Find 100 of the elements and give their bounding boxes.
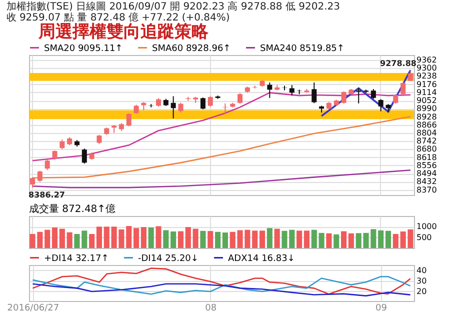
legend-label: SMA20 9095.11↑ xyxy=(44,44,123,54)
candlestick xyxy=(370,88,376,100)
x-tick-label: 09 xyxy=(375,304,388,314)
bar xyxy=(252,230,258,248)
bar xyxy=(178,231,184,248)
bar xyxy=(341,231,347,248)
bar xyxy=(274,228,280,248)
candlestick xyxy=(96,134,102,144)
bar xyxy=(104,226,110,248)
y-tick-label: 9300 xyxy=(416,64,437,73)
bar xyxy=(170,231,176,248)
bar xyxy=(222,232,228,248)
bar xyxy=(348,233,354,248)
line-series xyxy=(32,170,412,188)
bar xyxy=(311,230,317,248)
line-series xyxy=(32,283,411,296)
candlestick xyxy=(341,90,346,104)
candlestick xyxy=(222,102,228,114)
candlestick xyxy=(238,92,243,104)
y-tick-label: 30 xyxy=(416,276,427,286)
bar xyxy=(96,226,102,248)
bar xyxy=(385,230,392,248)
legend-label: +DI14 32.17↑ xyxy=(44,254,109,264)
candlestick xyxy=(289,84,294,96)
y-tick-label: 9362 xyxy=(416,55,437,64)
candlestick xyxy=(44,159,50,171)
y-tick-label: 8494 xyxy=(416,169,437,178)
candlestick xyxy=(393,94,398,104)
candlestick xyxy=(170,96,176,119)
y-tick-label: 20 xyxy=(416,286,427,296)
annotation: 9278.88 xyxy=(380,58,417,68)
bar xyxy=(334,234,340,248)
candlestick xyxy=(37,170,42,182)
y-tick-label: 9176 xyxy=(416,80,437,89)
candlestick xyxy=(408,70,413,82)
candlestick xyxy=(200,97,206,110)
y-tick-label: 9238 xyxy=(416,72,437,81)
y-tick-label: 9114 xyxy=(416,88,437,97)
candlestick xyxy=(30,176,36,188)
bar xyxy=(215,232,221,248)
y-tick-label: 8742 xyxy=(416,136,437,146)
bar xyxy=(89,234,95,248)
bar xyxy=(326,233,332,248)
legend-label: -DI14 25.20↓ xyxy=(138,254,198,264)
bar xyxy=(44,230,50,248)
y-tick-label: 1000 xyxy=(416,222,437,232)
bar xyxy=(133,228,140,248)
candlestick xyxy=(60,138,65,150)
y-tick-label: 8990 xyxy=(416,104,437,114)
chart-title: 成交量 872.48↑億 xyxy=(29,203,116,215)
bar xyxy=(259,230,266,248)
bar xyxy=(208,231,214,248)
bar xyxy=(378,230,384,248)
candlestick xyxy=(178,102,184,114)
candlestick xyxy=(378,98,384,112)
y-tick-label: 40 xyxy=(416,266,427,275)
bar xyxy=(163,230,169,248)
bar xyxy=(392,234,398,248)
x-tick-label: 2016/06/27 xyxy=(7,304,60,314)
y-tick-label: 8928 xyxy=(416,112,437,122)
candlestick xyxy=(134,104,139,114)
candlestick xyxy=(252,85,258,89)
y-tick-label: 8804 xyxy=(416,128,437,138)
line-series xyxy=(32,268,411,295)
candlestick xyxy=(296,89,302,95)
y-tick-label: 8866 xyxy=(416,120,437,130)
bar xyxy=(185,227,191,248)
candlestick xyxy=(312,82,317,104)
candlestick xyxy=(356,87,362,104)
y-tick-label: 8370 xyxy=(416,185,437,194)
candlestick xyxy=(267,82,272,98)
bar xyxy=(140,227,146,248)
legend-label: SMA240 8519.85↑ xyxy=(260,44,344,54)
annotation: 8386.27 xyxy=(28,190,65,200)
bar xyxy=(52,228,58,248)
y-tick-label: 8556 xyxy=(416,160,437,170)
candlestick xyxy=(400,82,406,96)
bar xyxy=(318,232,324,248)
bar xyxy=(156,226,162,248)
candlestick xyxy=(208,96,213,108)
legend-label: SMA60 8928.96↑ xyxy=(152,44,231,54)
candlestick xyxy=(52,150,58,160)
bar xyxy=(66,232,72,248)
candlestick xyxy=(126,112,132,127)
y-tick-label: 8680 xyxy=(416,144,437,154)
legend-label: ADX14 16.83↓ xyxy=(228,254,295,264)
bar xyxy=(304,230,310,248)
bar xyxy=(296,230,302,248)
y-tick-label: 8432 xyxy=(416,177,437,186)
candlestick xyxy=(82,148,87,164)
chart-title: 周選擇權雙向追蹤策略 xyxy=(38,22,210,42)
bar xyxy=(192,228,198,248)
y-tick-label: 500 xyxy=(416,232,432,242)
candlestick xyxy=(282,85,287,91)
bar xyxy=(148,228,154,248)
x-tick-label: 08 xyxy=(205,304,217,314)
line-series xyxy=(32,276,411,295)
chart-subtitle: 加權指數(TSE) 日線圖 2016/09/07 開 9202.23 高 9278.88 低 9202.23 收 9259.07 點 量 872.48 億 +77.22 (+0.84%) xyxy=(6,0,340,24)
y-tick-label: 9052 xyxy=(416,96,437,106)
bar xyxy=(200,230,206,248)
